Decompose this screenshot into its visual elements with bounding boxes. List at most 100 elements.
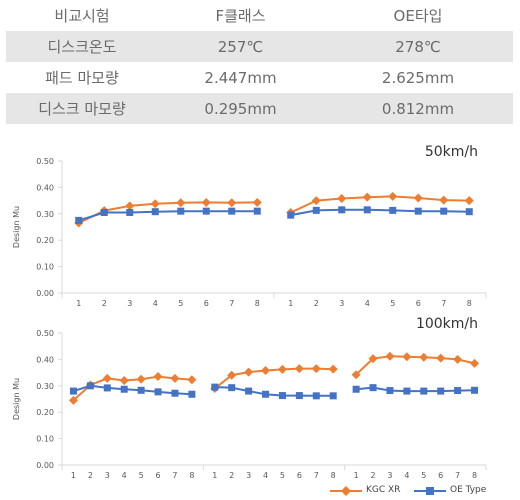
- table-row: 디스크 마모량 0.295mm 0.812mm: [6, 93, 513, 124]
- data-point-oe: [120, 385, 128, 393]
- data-point-oe: [437, 387, 445, 395]
- data-point-oe: [312, 392, 320, 400]
- header-cell: 비교시험: [54, 7, 110, 25]
- data-point-oe: [329, 392, 337, 400]
- data-point-oe: [228, 384, 236, 392]
- legend-swatch-oe: [414, 487, 446, 495]
- x-tick-label: 5: [421, 471, 426, 480]
- data-point-kgc: [337, 193, 347, 203]
- y-tick-label: 0.20: [36, 236, 54, 245]
- data-point-kgc: [402, 352, 412, 362]
- data-point-oe: [75, 216, 83, 224]
- data-point-oe: [440, 207, 448, 215]
- data-point-kgc: [419, 352, 429, 362]
- x-tick-label: 2: [229, 471, 234, 480]
- legend-swatch-kgc: [330, 486, 362, 496]
- table-header-row: 비교시험 F클래스 OE타입: [6, 0, 513, 31]
- y-tick-label: 0.30: [36, 382, 54, 391]
- x-tick-label: 7: [314, 471, 319, 480]
- x-tick-label: 6: [204, 299, 209, 308]
- y-tick-label: 0.10: [36, 435, 54, 444]
- x-tick-label: 4: [263, 471, 268, 480]
- data-point-oe: [245, 387, 253, 395]
- data-point-kgc: [125, 201, 135, 211]
- x-tick-label: 4: [122, 471, 127, 480]
- data-point-kgc: [311, 364, 321, 374]
- data-point-kgc: [351, 370, 361, 380]
- table-row: 디스크온도 257℃ 278℃: [6, 31, 513, 62]
- legend-label-kgc: KGC XR: [366, 485, 401, 495]
- data-point-kgc: [294, 364, 304, 374]
- data-point-kgc: [413, 193, 423, 203]
- x-tick-label: 1: [71, 471, 76, 480]
- x-tick-label: 8: [189, 471, 194, 480]
- x-tick-label: 4: [365, 299, 370, 308]
- table-cell: 0.812mm: [323, 93, 513, 124]
- table-cell: 2.447mm: [204, 68, 277, 87]
- data-point-oe: [262, 390, 270, 398]
- data-point-oe: [403, 387, 411, 395]
- data-point-oe: [188, 390, 196, 398]
- row-label: 디스크온도: [6, 31, 158, 62]
- data-point-kgc: [170, 373, 180, 383]
- data-point-kgc: [388, 191, 398, 201]
- data-point-oe: [287, 211, 295, 219]
- data-point-kgc: [201, 197, 211, 207]
- x-tick-label: 4: [153, 299, 158, 308]
- y-tick-label: 0.50: [36, 157, 54, 166]
- table-cell: 0.295mm: [158, 93, 323, 124]
- x-tick-label: 8: [331, 471, 336, 480]
- chart-100kmh-svg: 100km/h Design Mu 0.00 0.10 0.20 0.30 0.40 0.50…: [12, 316, 487, 480]
- data-point-oe: [253, 207, 261, 215]
- x-tick-label: 8: [467, 299, 472, 308]
- x-tick-label: 3: [127, 299, 132, 308]
- x-tick-label: 2: [88, 471, 93, 480]
- data-point-oe: [211, 383, 219, 391]
- data-point-oe: [86, 382, 94, 390]
- data-point-oe: [103, 384, 111, 392]
- data-point-oe: [228, 207, 236, 215]
- x-tick-label: 8: [472, 471, 477, 480]
- data-point-oe: [137, 386, 145, 394]
- y-tick-label: 0.40: [36, 183, 54, 192]
- data-point-oe: [100, 208, 108, 216]
- x-tick-label: 3: [246, 471, 251, 480]
- x-tick-label: 6: [438, 471, 443, 480]
- chart-50kmh-svg: 50km/h Design Mu 0.00 0.10 0.20 0.30 0.40 0.50 1…: [12, 144, 487, 308]
- table-cell: 2.625mm: [381, 68, 455, 87]
- x-tick-label: 1: [212, 471, 217, 480]
- x-tick-label: 7: [172, 471, 177, 480]
- series-line-oe: [290, 208, 470, 217]
- x-tick-label: 6: [416, 299, 421, 308]
- data-point-kgc: [464, 196, 474, 206]
- data-point-oe: [471, 386, 479, 394]
- data-point-oe: [352, 385, 360, 393]
- x-tick-label: 2: [314, 299, 319, 308]
- data-point-kgc: [261, 365, 271, 375]
- data-point-kgc: [439, 195, 449, 205]
- data-point-kgc: [328, 364, 338, 374]
- header-cell: F클래스: [215, 7, 266, 25]
- row-label: 디스크 마모량: [6, 93, 158, 124]
- data-point-kgc: [227, 198, 237, 208]
- data-point-oe: [420, 387, 428, 395]
- data-point-kgc: [119, 376, 129, 386]
- data-point-kgc: [436, 353, 446, 363]
- series-line-kgc: [290, 195, 470, 214]
- data-point-kgc: [470, 358, 480, 368]
- x-tick-label: 3: [105, 471, 110, 480]
- x-tick-label: 1: [354, 471, 359, 480]
- data-point-oe: [202, 207, 210, 215]
- y-tick-label: 0.00: [36, 289, 54, 298]
- y-axis-label: Design Mu: [12, 378, 21, 420]
- data-point-kgc: [68, 395, 78, 405]
- table-cell: 257℃: [158, 31, 323, 62]
- x-tick-label: 3: [339, 299, 344, 308]
- data-point-kgc: [102, 373, 112, 383]
- chart-100kmh: 100km/h Design Mu 0.00 0.10 0.20 0.30 0.40 0.50…: [0, 312, 520, 484]
- chart-50kmh: 50km/h Design Mu 0.00 0.10 0.20 0.30 0.40 0.50 1…: [0, 140, 520, 312]
- y-tick-label: 0.10: [36, 263, 54, 272]
- comparison-table: 비교시험 F클래스 OE타입 디스크온도 257℃ 278℃ 패드 마모량 2.…: [6, 0, 513, 124]
- data-point-oe: [369, 384, 377, 392]
- data-point-kgc: [187, 375, 197, 385]
